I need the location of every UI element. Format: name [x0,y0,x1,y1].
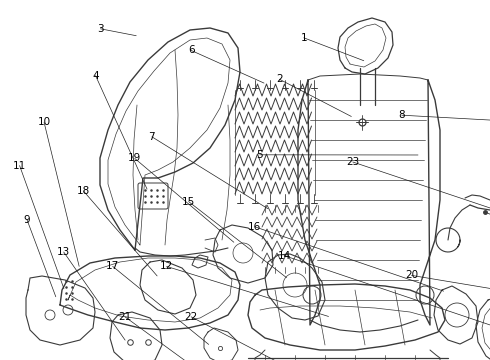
Text: 2: 2 [276,74,283,84]
Text: 3: 3 [97,24,104,34]
Text: 6: 6 [188,45,195,55]
Text: 20: 20 [405,270,418,280]
Text: 10: 10 [38,117,50,127]
Text: 8: 8 [398,110,405,120]
Text: 17: 17 [106,261,120,271]
Text: 16: 16 [248,222,262,232]
Text: 21: 21 [118,312,132,322]
Text: 9: 9 [24,215,30,225]
Text: 14: 14 [277,251,291,261]
FancyBboxPatch shape [138,183,168,209]
Text: 1: 1 [300,33,307,43]
Text: 23: 23 [346,157,360,167]
Text: 13: 13 [57,247,71,257]
Text: 12: 12 [160,261,173,271]
Text: 15: 15 [182,197,196,207]
Text: 11: 11 [13,161,26,171]
Text: 19: 19 [128,153,142,163]
Text: 22: 22 [184,312,198,322]
Text: 18: 18 [76,186,90,196]
Text: 7: 7 [148,132,155,142]
Text: 5: 5 [256,150,263,160]
Text: 4: 4 [92,71,99,81]
